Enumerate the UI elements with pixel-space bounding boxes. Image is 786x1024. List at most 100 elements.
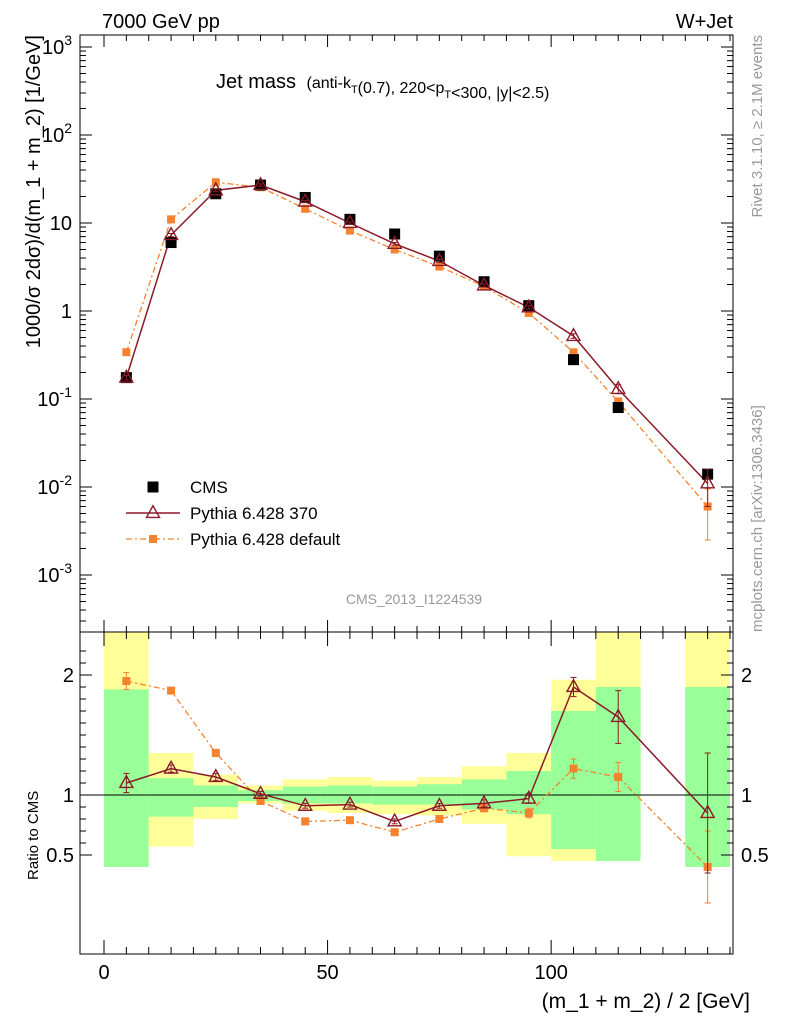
ratio-point-pythia-default bbox=[569, 764, 578, 773]
point-pythia-default bbox=[301, 204, 310, 213]
legend-marker-pythia-default bbox=[149, 535, 157, 543]
ratio-data bbox=[118, 672, 716, 904]
point-pythia-370 bbox=[118, 368, 135, 383]
ratio-point-pythia-default bbox=[256, 797, 265, 805]
point-pythia-370 bbox=[163, 226, 179, 241]
ratio-point-pythia-370 bbox=[252, 785, 269, 799]
rivet-label: Rivet 3.1.10, ≥ 2.1M events bbox=[749, 35, 766, 218]
point-pythia-default bbox=[614, 397, 623, 406]
header-right: W+Jet bbox=[676, 11, 734, 33]
ratio-frame bbox=[79, 631, 734, 955]
legend-label: Pythia 6.428 default bbox=[190, 530, 341, 549]
ratio-y-tick-label-right: 0.5 bbox=[741, 845, 769, 867]
band-inner bbox=[327, 785, 373, 804]
ratio-axes: 0.5 0.5 1 1 2 2 0 50 100 bbox=[46, 632, 769, 984]
mcplots-label: mcplots.cern.ch [arXiv:1306.3436] bbox=[749, 405, 766, 632]
main-axes: 10-3 10-2 10-1 1 10 102 103 bbox=[37, 32, 733, 632]
ratio-point-pythia-default bbox=[390, 828, 399, 837]
x-axis-label: (m_1 + m_2) / 2 [GeV] bbox=[542, 990, 750, 1013]
point-pythia-370 bbox=[386, 235, 403, 249]
ratio-point-pythia-370 bbox=[431, 797, 448, 811]
point-pythia-370 bbox=[476, 276, 492, 291]
legend-marker-pythia-370 bbox=[145, 504, 161, 519]
point-pythia-default bbox=[524, 308, 533, 317]
ratio-point-pythia-default bbox=[301, 817, 310, 826]
point-pythia-default bbox=[390, 245, 399, 254]
ratio-y-tick-label-left: 2 bbox=[63, 665, 74, 687]
header-left: 7000 GeV pp bbox=[102, 11, 220, 33]
point-cms bbox=[299, 191, 311, 203]
band-inner bbox=[148, 778, 194, 817]
point-pythia-370 bbox=[699, 474, 716, 489]
ratio-y-tick-label-left: 1 bbox=[63, 785, 74, 807]
y-tick-label: 10-2 bbox=[37, 472, 72, 499]
point-cms bbox=[165, 237, 177, 249]
point-pythia-370 bbox=[297, 192, 313, 207]
main-frame bbox=[79, 34, 734, 633]
y-tick-label: 10 bbox=[50, 213, 72, 235]
point-cms bbox=[210, 188, 222, 200]
ratio-point-pythia-default bbox=[345, 816, 354, 825]
point-pythia-370 bbox=[521, 298, 537, 313]
ratio-point-pythia-default bbox=[122, 677, 131, 685]
band-inner bbox=[372, 786, 417, 805]
ratio-point-pythia-default bbox=[524, 809, 533, 817]
ratio-point-pythia-370 bbox=[386, 812, 403, 827]
point-pythia-370 bbox=[252, 176, 269, 191]
y-tick-label: 102 bbox=[42, 120, 72, 147]
x-tick-label: 100 bbox=[534, 962, 567, 984]
ratio-point-pythia-default bbox=[435, 815, 444, 823]
ratio-point-pythia-370 bbox=[208, 768, 224, 783]
point-pythia-370 bbox=[342, 214, 358, 229]
ratio-point-pythia-370 bbox=[610, 708, 626, 723]
legend-label: Pythia 6.428 370 bbox=[190, 504, 318, 523]
y-tick-label: 10-1 bbox=[37, 384, 72, 411]
point-cms bbox=[612, 402, 624, 414]
ratio-point-pythia-default bbox=[211, 749, 220, 757]
point-pythia-default bbox=[435, 262, 444, 271]
title-subscript: T bbox=[351, 84, 358, 96]
y-tick-label: 10-3 bbox=[37, 560, 72, 587]
point-pythia-370 bbox=[610, 380, 626, 395]
ratio-point-pythia-370 bbox=[565, 678, 582, 693]
point-pythia-370 bbox=[565, 327, 582, 342]
point-pythia-370 bbox=[208, 181, 224, 196]
ratio-y-tick-label-right: 1 bbox=[741, 785, 752, 807]
main-y-axis-label: 1000/σ 2dσ)/d(m_1 + m_2) [1/GeV] bbox=[23, 35, 45, 348]
plot-title-main: Jet mass bbox=[216, 71, 296, 93]
main-data bbox=[118, 176, 716, 541]
title-subscript: T bbox=[444, 89, 451, 101]
plot-title-detail: (anti-kT(0.7), 220<pT<300, |y|<2.5) bbox=[306, 75, 549, 102]
legend-label: CMS bbox=[190, 478, 228, 497]
ratio-point-pythia-default bbox=[614, 773, 623, 781]
ratio-point-pythia-default bbox=[167, 686, 176, 695]
legend: CMS Pythia 6.428 370 Pythia 6.428 default bbox=[126, 478, 341, 549]
point-cms bbox=[478, 276, 490, 288]
point-pythia-default bbox=[569, 348, 578, 357]
ratio-point-pythia-370 bbox=[521, 789, 537, 804]
band-inner bbox=[193, 785, 239, 807]
ratio-bands bbox=[104, 632, 730, 867]
band-inner bbox=[417, 784, 462, 805]
x-tick-label: 0 bbox=[98, 962, 109, 984]
point-pythia-370 bbox=[431, 252, 448, 267]
series-line-pythia-default bbox=[125, 181, 709, 507]
point-cms bbox=[568, 354, 579, 366]
ratio-point-pythia-370 bbox=[476, 794, 492, 809]
x-tick-label: 50 bbox=[316, 962, 338, 984]
point-pythia-default bbox=[167, 215, 176, 224]
ratio-point-pythia-370 bbox=[342, 795, 358, 810]
plot-title: Jet mass (anti-kT(0.7), 220<pT<300, |y|<… bbox=[216, 71, 549, 102]
y-tick-label: 1 bbox=[61, 301, 72, 323]
point-pythia-default bbox=[345, 226, 354, 235]
ratio-point-pythia-370 bbox=[297, 797, 313, 811]
ratio-y-axis-label: Ratio to CMS bbox=[25, 791, 42, 880]
ratio-point-pythia-370 bbox=[163, 759, 179, 774]
ratio-y-tick-label-right: 2 bbox=[741, 665, 752, 687]
ratio-y-tick-label-left: 0.5 bbox=[46, 845, 74, 867]
point-cms bbox=[389, 228, 401, 240]
band-inner bbox=[551, 711, 596, 849]
point-pythia-default bbox=[122, 348, 131, 357]
series-line-pythia-370 bbox=[125, 184, 709, 484]
